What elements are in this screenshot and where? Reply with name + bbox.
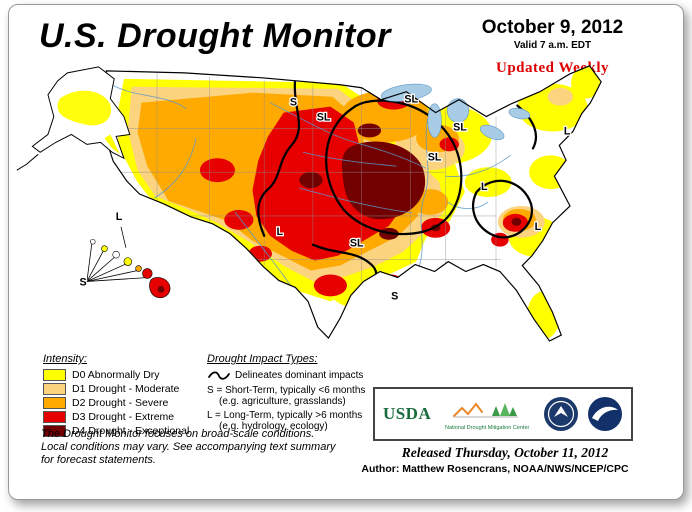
impact-label: SL: [453, 121, 467, 133]
legend-swatch-d1: [43, 383, 66, 395]
disclaimer-line1: The Drought Monitor focuses on broad-sca…: [41, 428, 315, 440]
map-date: October 9, 2012: [481, 17, 624, 38]
legend-label-d3: D3 Drought - Extreme: [72, 411, 175, 423]
impact-label: S: [79, 276, 86, 288]
alaska-inset: [16, 66, 131, 171]
dept-of-commerce-seal: [544, 397, 579, 431]
impact-label: SL: [350, 238, 364, 250]
impact-label: L: [276, 226, 283, 238]
impact-label: L: [481, 181, 488, 193]
legend-heading: Intensity:: [43, 353, 88, 365]
ndmc-caption: National Drought Mitigation Center: [444, 424, 530, 431]
legend-item-d1: D1 Drought - Moderate: [43, 383, 203, 395]
author-line: Author: Matthew Rosencrans, NOAA/NWS/NCE…: [361, 463, 629, 475]
disclaimer: The Drought Monitor focuses on broad-sca…: [41, 428, 371, 467]
long-term-label: L = Long-Term, typically >6 months: [207, 410, 363, 421]
impact-types-heading: Drought Impact Types:: [207, 353, 318, 365]
page-title: U.S. Drought Monitor: [39, 17, 391, 55]
impact-label: S: [391, 290, 398, 302]
disclaimer-line3: for forecast statements.: [41, 454, 156, 466]
rivers: [108, 82, 511, 290]
short-term-example: (e.g. agriculture, grasslands): [219, 396, 346, 407]
legend-item-d4: D4 Drought - Exceptional: [43, 425, 203, 437]
legend-label-d0: D0 Abnormally Dry: [72, 369, 160, 381]
legend-item-d2: D2 Drought - Severe: [43, 397, 203, 409]
impact-labels: S SL SL SL SL L L L L S SL L S: [78, 92, 572, 303]
legend-label-d1: D1 Drought - Moderate: [72, 383, 180, 395]
disclaimer-line2: Local conditions may vary. See accompany…: [41, 441, 336, 453]
legend-swatch-d4: [43, 425, 66, 437]
agency-logo-box: USDA National Drought Mitigation Center: [373, 387, 633, 441]
legend-label-d4: D4 Drought - Exceptional: [72, 425, 190, 437]
impact-label: L: [564, 125, 571, 137]
ndmc-icon: [453, 401, 519, 417]
noaa-logo: [588, 397, 623, 431]
drought-impact-types: Drought Impact Types: Delineates dominan…: [207, 353, 387, 432]
impact-label: SL: [404, 94, 418, 106]
legend-swatch-d0: [43, 369, 66, 381]
legend-swatch-d3: [43, 411, 66, 423]
legend-item-d0: D0 Abnormally Dry: [43, 369, 203, 381]
valid-time: Valid 7 a.m. EDT: [513, 40, 592, 51]
drought-monitor-card: U.S. Drought Monitor October 9, 2012 Val…: [8, 4, 684, 500]
ndmc-logo: National Drought Mitigation Center: [439, 398, 535, 431]
intensity-legend: Intensity: D0 Abnormally Dry D1 Drought …: [43, 353, 203, 439]
delineates-row: Delineates dominant impacts: [207, 369, 387, 381]
legend-swatch-d2: [43, 397, 66, 409]
impact-label: S: [290, 97, 297, 109]
usda-logo: USDA: [382, 404, 432, 423]
us-drought-map: S SL SL SL SL L L L L S SL L S: [16, 65, 602, 342]
great-lakes: [380, 83, 531, 141]
short-term-label: S = Short-Term, typically <6 months: [207, 385, 366, 396]
legend-label-d2: D2 Drought - Severe: [72, 397, 169, 409]
impact-label: L: [116, 211, 123, 223]
impact-label: SL: [317, 111, 331, 123]
long-term-example: (e.g. hydrology, ecology): [219, 421, 328, 432]
impact-label: L: [535, 221, 542, 233]
drought-layer-d4: [299, 123, 522, 240]
conus-outline: [101, 65, 602, 342]
squiggle-icon: [208, 371, 230, 380]
released-line: Released Thursday, October 11, 2012: [401, 445, 609, 460]
hawaii-inset: [86, 226, 171, 299]
impact-label: SL: [428, 151, 442, 163]
legend-item-d3: D3 Drought - Extreme: [43, 411, 203, 423]
delineates-label: Delineates dominant impacts: [235, 369, 364, 381]
